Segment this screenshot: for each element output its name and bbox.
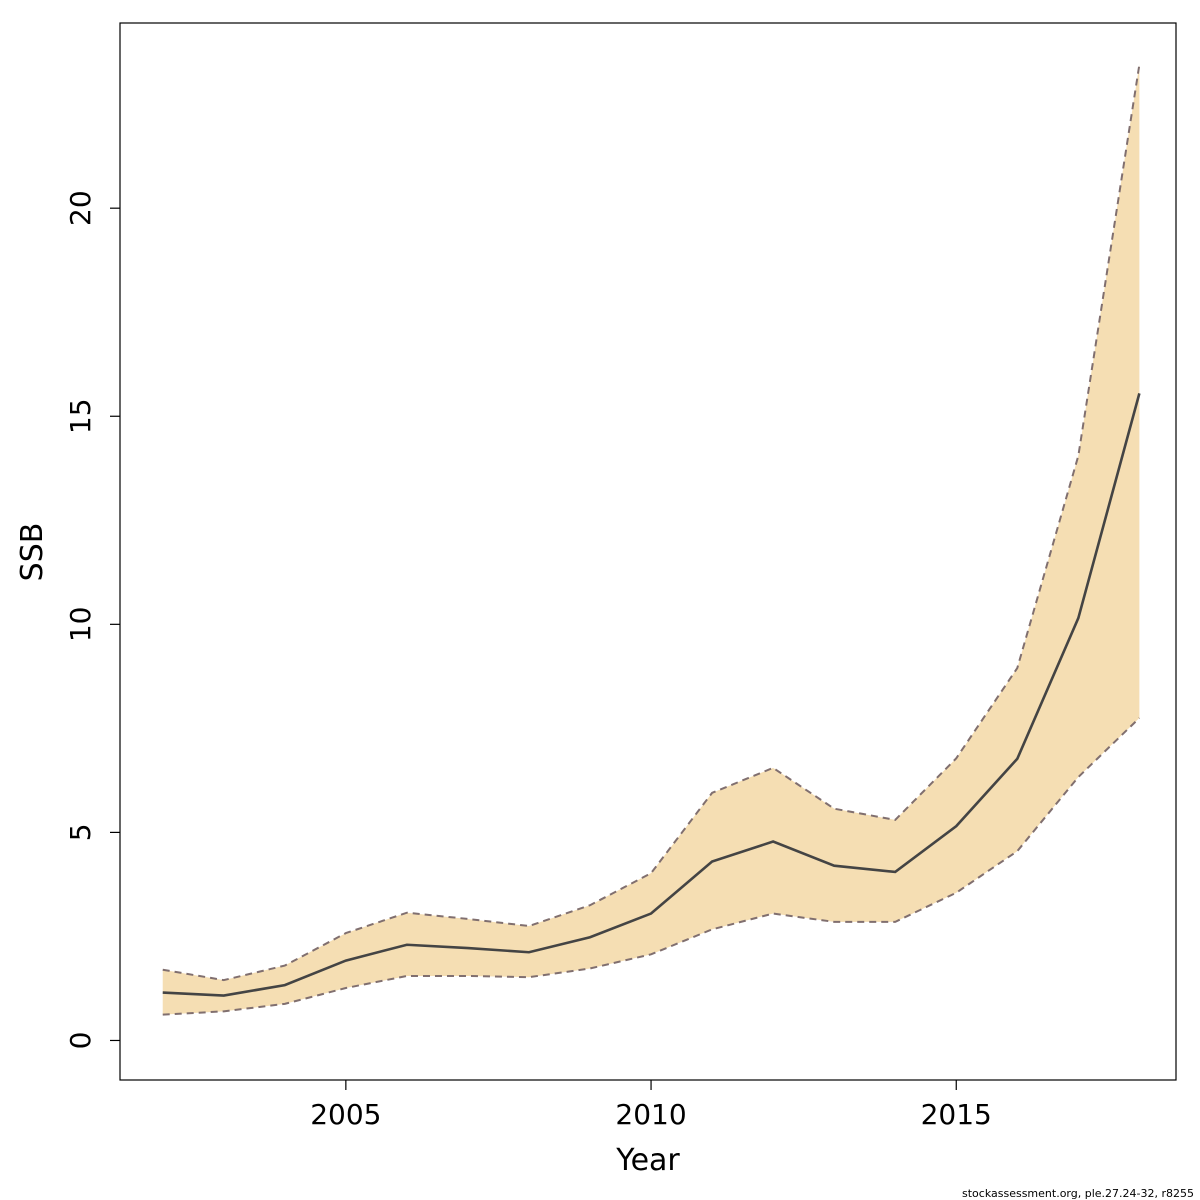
- y-axis-title: SSB: [15, 523, 50, 582]
- x-tick-label: 2015: [921, 1098, 992, 1131]
- x-tick-label: 2010: [615, 1098, 686, 1131]
- confidence-band: [162, 64, 1140, 1015]
- footer-note: stockassessment.org, ple.27.24-32, r8255: [962, 1187, 1194, 1200]
- x-axis-title: Year: [615, 1143, 680, 1178]
- plot-area: [162, 64, 1141, 1016]
- ssb-estimate-line: [162, 393, 1141, 997]
- x-tick-label: 2005: [310, 1098, 381, 1131]
- y-tick-label: 15: [64, 398, 97, 434]
- y-tick-label: 20: [64, 190, 97, 226]
- lower-bound-line: [162, 717, 1141, 1016]
- x-axis: 2005 2010 2015: [310, 1080, 992, 1131]
- y-tick-label: 5: [64, 823, 97, 841]
- y-tick-label: 10: [64, 606, 97, 642]
- upper-bound-line: [162, 64, 1141, 982]
- plot-frame: [119, 22, 1177, 1081]
- y-tick-label: 0: [64, 1032, 97, 1050]
- y-axis: 0 5 10 15 20: [64, 190, 120, 1049]
